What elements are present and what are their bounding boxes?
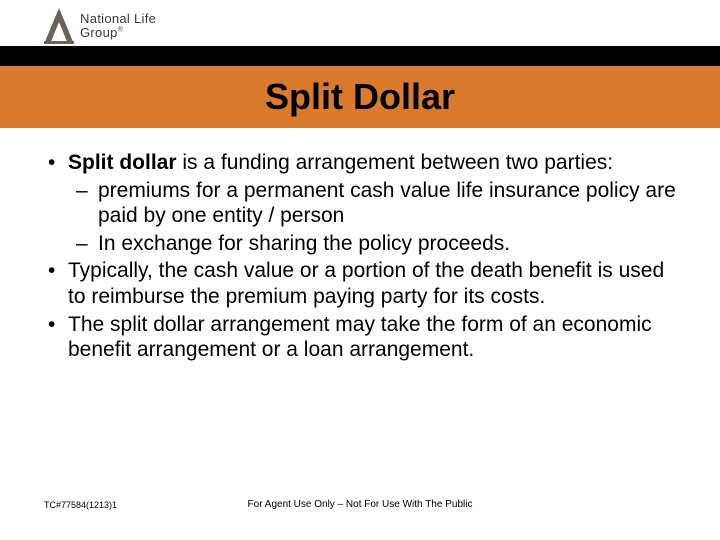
slide-title-bar: Split Dollar — [0, 66, 720, 128]
header-divider-strip — [0, 46, 720, 66]
slide-title: Split Dollar — [265, 76, 455, 118]
bullet-item: The split dollar arrangement may take th… — [44, 312, 684, 363]
bullet-text: is a funding arrangement between two par… — [177, 151, 614, 174]
bullet-item: Split dollar is a funding arrangement be… — [44, 150, 684, 176]
logo-line-2: Group® — [80, 26, 156, 40]
logo-text: National Life Group® — [80, 8, 156, 39]
bullet-bold-lead: Split dollar — [68, 151, 177, 174]
bullet-item: Typically, the cash value or a portion o… — [44, 258, 684, 309]
company-logo: National Life Group® — [44, 8, 156, 44]
logo-icon — [44, 8, 74, 44]
sub-bullet-item: premiums for a permanent cash value life… — [44, 178, 684, 229]
sub-bullet-item: In exchange for sharing the policy proce… — [44, 231, 684, 257]
footer-disclaimer: For Agent Use Only – Not For Use With Th… — [0, 499, 720, 510]
slide-body: Split dollar is a funding arrangement be… — [44, 150, 684, 365]
logo-line-1: National Life — [80, 12, 156, 26]
